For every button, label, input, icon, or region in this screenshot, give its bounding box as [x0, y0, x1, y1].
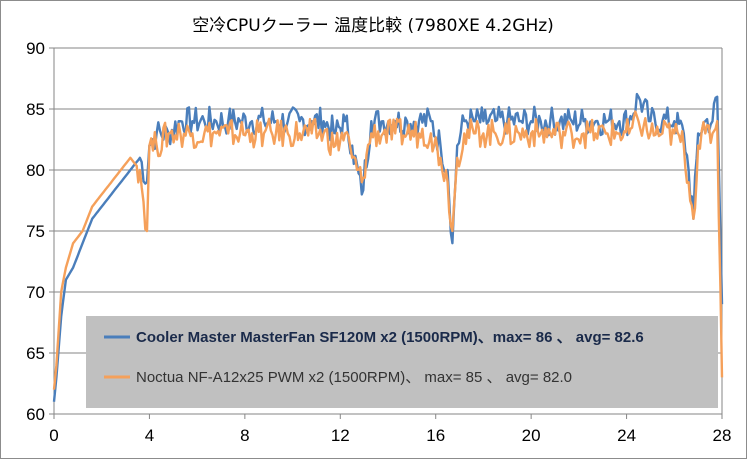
x-tick-label: 4 [145, 426, 154, 445]
y-tick-label: 75 [26, 222, 45, 241]
x-tick-label: 20 [522, 426, 541, 445]
x-tick-label: 12 [331, 426, 350, 445]
x-tick-label: 16 [426, 426, 445, 445]
series-lines [52, 92, 724, 402]
x-tick-label: 0 [49, 426, 58, 445]
y-tick-label: 90 [26, 39, 45, 58]
y-tick-label: 60 [26, 405, 45, 424]
y-tick-label: 70 [26, 283, 45, 302]
x-tick-label: 8 [240, 426, 249, 445]
x-tick-label: 24 [617, 426, 636, 445]
legend-label-2: Noctua NF-A12x25 PWM x2 (1500RPM)、 max= … [136, 369, 572, 386]
y-tick-label: 80 [26, 161, 45, 180]
series-line-2 [52, 110, 724, 390]
y-tick-label: 65 [26, 344, 45, 363]
y-tick-label: 85 [26, 100, 45, 119]
legend: Cooler Master MasterFan SF120M x2 (1500R… [86, 316, 718, 408]
chart-title: 空冷CPUクーラー 温度比較 (7980XE 4.2GHz) [192, 16, 554, 36]
tick-labels: 60 65 70 75 80 85 90 0 4 8 12 16 20 24 28 [26, 39, 731, 445]
x-tick-label: 28 [713, 426, 732, 445]
legend-label-1: Cooler Master MasterFan SF120M x2 (1500R… [136, 329, 644, 346]
legend-background [86, 316, 718, 408]
